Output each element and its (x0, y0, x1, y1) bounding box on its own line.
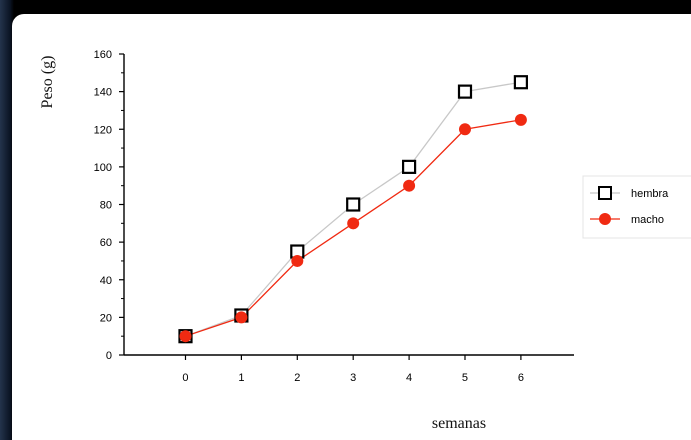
point-hembra (513, 75, 528, 90)
y-tick-label: 100 (94, 162, 112, 174)
x-tick-label: 0 (182, 372, 188, 384)
y-tick-label: 120 (94, 124, 112, 136)
y-tick-label: 20 (100, 312, 112, 324)
legend-macho-marker (599, 213, 611, 225)
x-axis-title: semanas (432, 415, 486, 432)
x-tick-label: 4 (406, 372, 412, 384)
point-macho (458, 123, 471, 136)
x-tick-label: 5 (462, 372, 468, 384)
y-tick-label: 160 (94, 49, 112, 61)
legend-hembra-marker (598, 186, 612, 200)
point-macho (347, 217, 360, 230)
point-macho (179, 330, 192, 343)
y-tick-label: 60 (100, 237, 112, 249)
y-ticks: 0 20 40 60 80 100 120 140 160 (94, 49, 124, 362)
legend-box (582, 175, 691, 239)
point-hembra (346, 197, 361, 212)
y-tick-label: 0 (106, 350, 112, 362)
x-ticks: 0 1 2 3 4 5 6 (182, 355, 524, 384)
x-tick-label: 6 (518, 372, 524, 384)
legend-hembra-label: hembra (631, 188, 669, 200)
y-axis-title: Peso (g) (39, 56, 56, 109)
point-macho (291, 254, 304, 267)
point-macho (403, 179, 416, 192)
y-tick-label: 40 (100, 275, 112, 287)
point-hembra (457, 84, 473, 99)
x-tick-label: 3 (350, 372, 356, 384)
series-layer (178, 75, 528, 344)
point-hembra (401, 159, 417, 174)
point-macho (235, 311, 248, 324)
x-tick-label: 1 (238, 372, 244, 384)
y-tick-label: 80 (100, 200, 112, 212)
legend: hembra macho (582, 175, 691, 239)
x-tick-label: 2 (294, 372, 300, 384)
point-macho (514, 113, 527, 126)
y-tick-label: 140 (94, 87, 112, 99)
legend-macho-label: macho (631, 214, 664, 226)
